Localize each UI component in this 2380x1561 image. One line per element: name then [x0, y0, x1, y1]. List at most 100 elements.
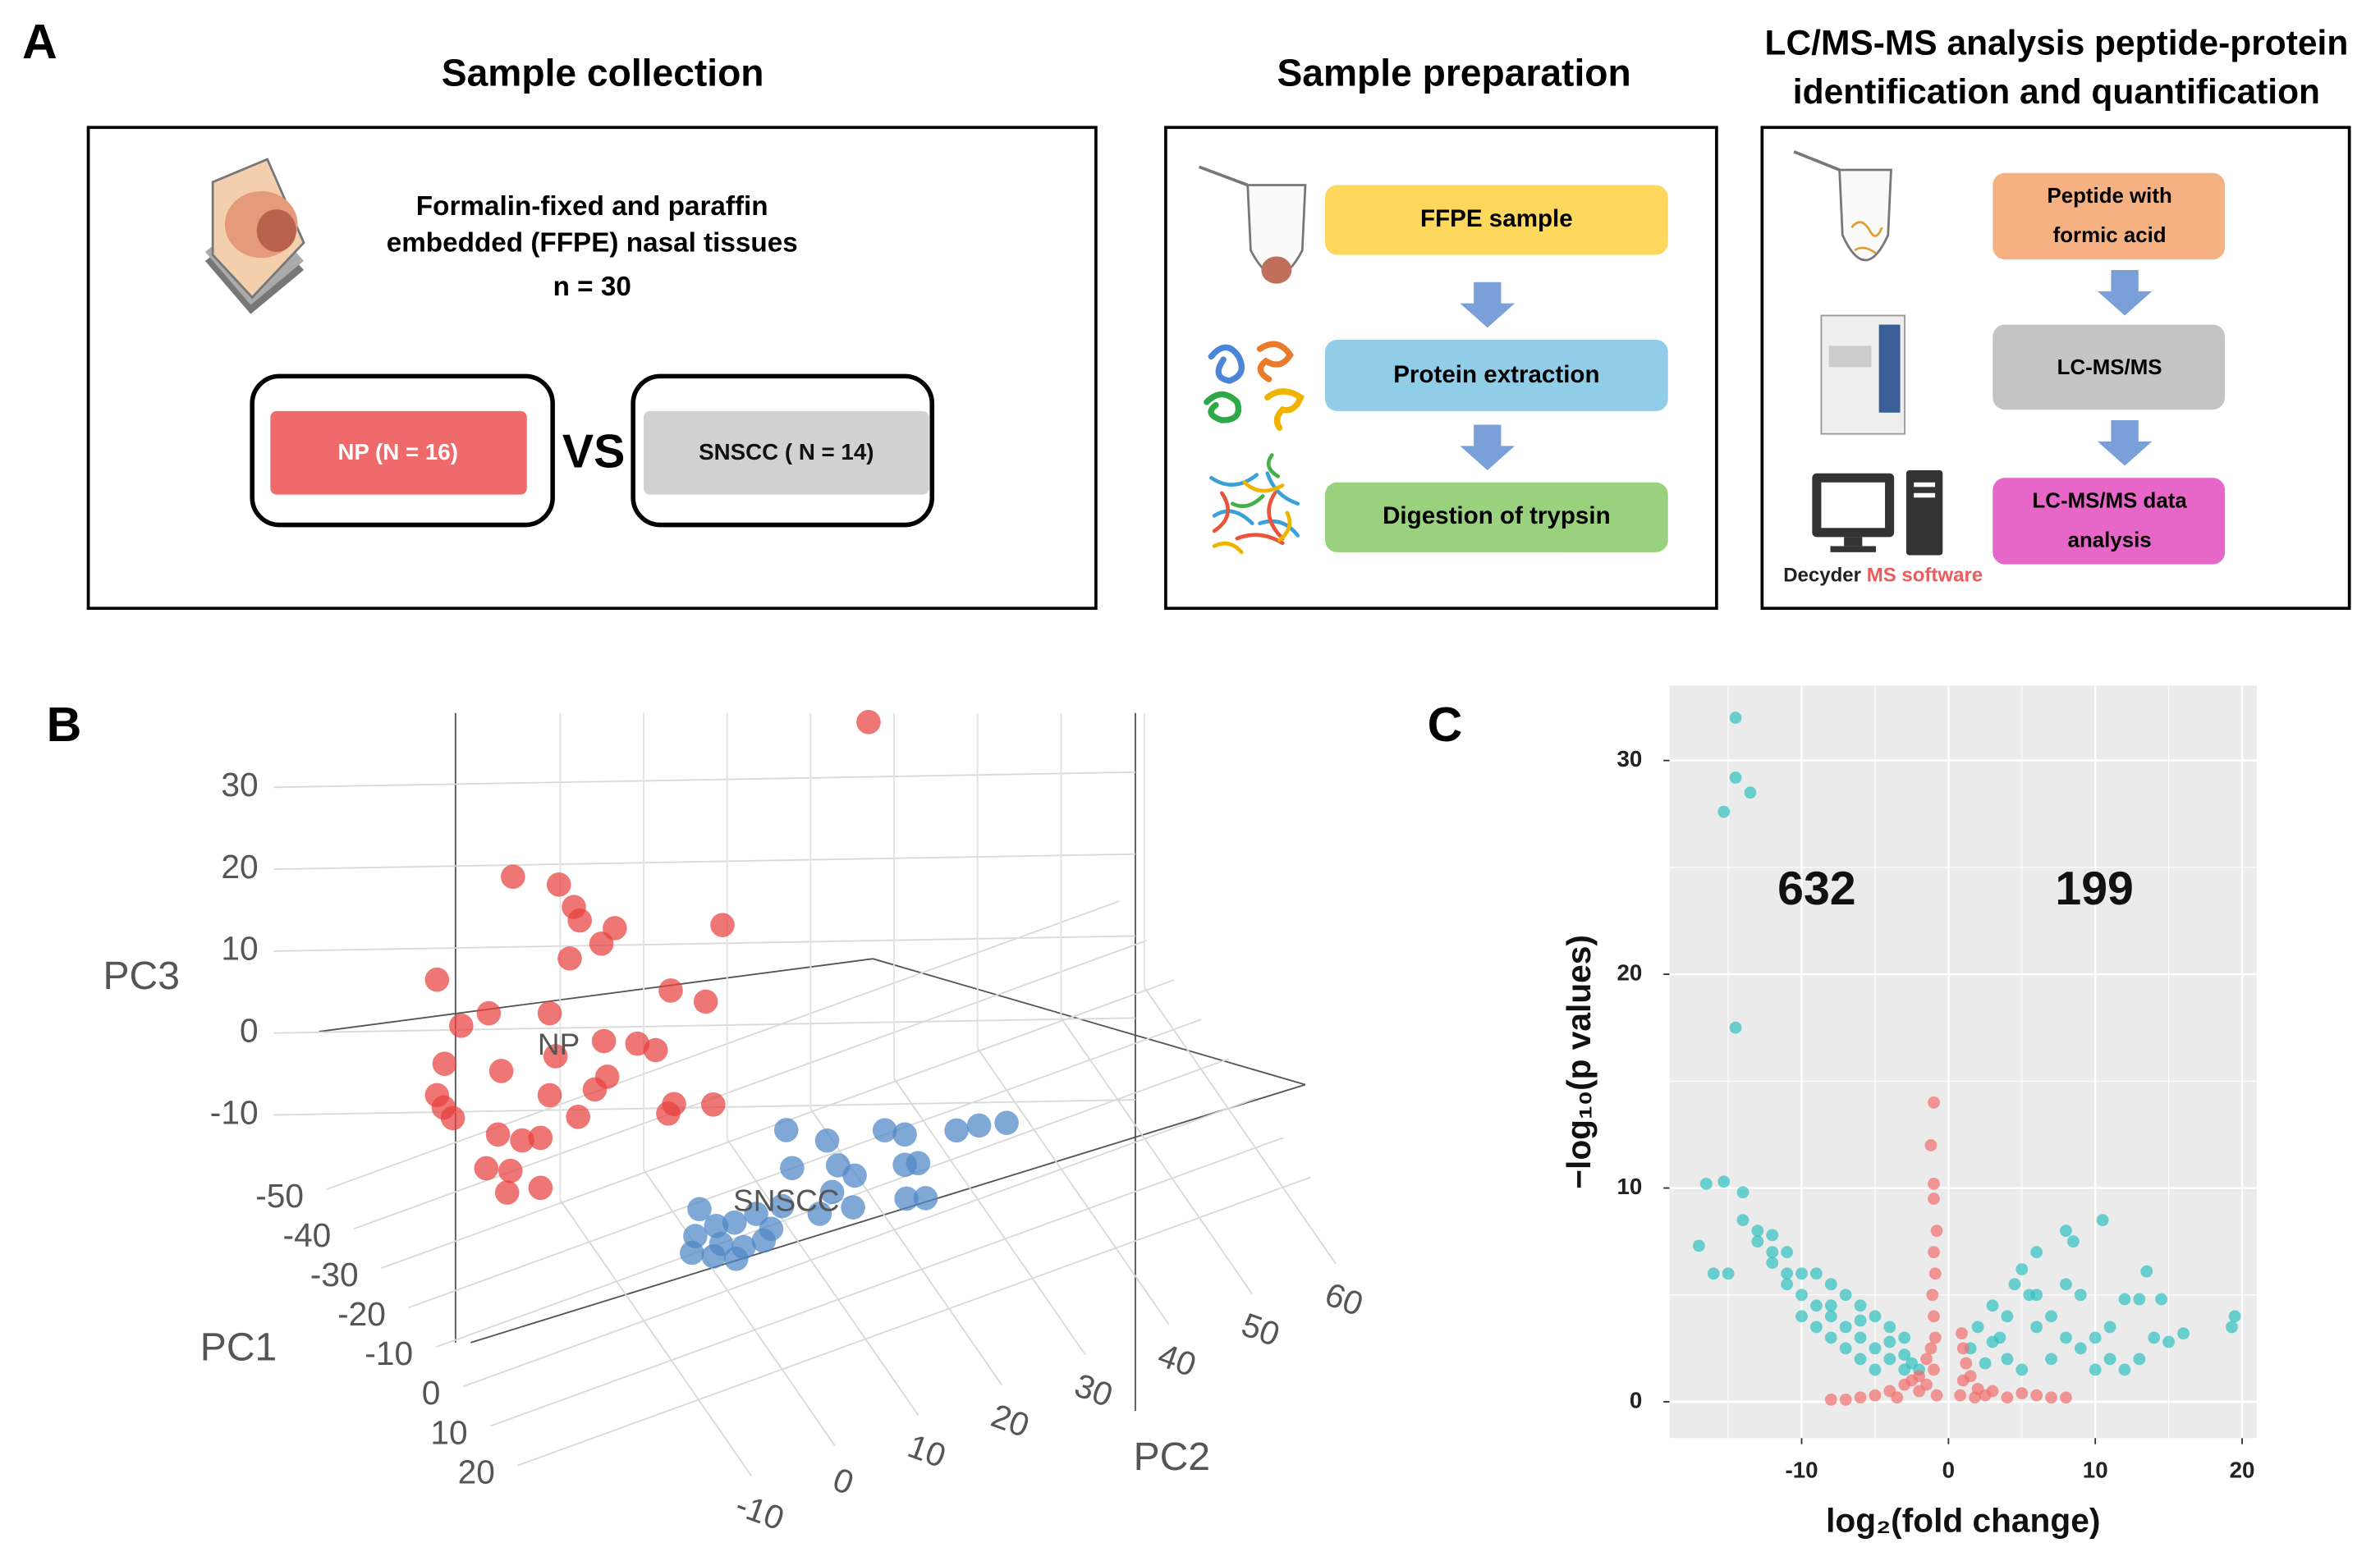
point: [1964, 1370, 1977, 1383]
series-label: NP: [538, 1028, 580, 1061]
y-tick-label: 30: [1616, 746, 1642, 771]
panel-label: B: [47, 697, 82, 752]
grid-line: [1144, 986, 1337, 1265]
point: [841, 1195, 865, 1220]
point: [1956, 1327, 1968, 1340]
point: [687, 1197, 712, 1222]
point: [1810, 1321, 1823, 1334]
point: [2118, 1363, 2131, 1376]
group-box: [270, 410, 527, 495]
grid-line: [976, 1047, 1170, 1325]
point: [1869, 1342, 1882, 1355]
z-tick-label: 0: [240, 1011, 259, 1049]
software-label: Decyder MS software: [1783, 565, 1983, 587]
point: [474, 1156, 499, 1181]
point: [1717, 805, 1731, 818]
point: [744, 1202, 768, 1226]
point: [1926, 1289, 1939, 1302]
point: [543, 1044, 568, 1069]
point: [1920, 1353, 1933, 1366]
grid-line: [726, 1138, 919, 1417]
group-label: SNSCC ( N = 14): [699, 439, 874, 465]
section-box: [1164, 126, 1718, 611]
point: [1986, 1335, 1999, 1348]
software-name: MS software: [1867, 565, 1983, 587]
tissue-icon: [204, 158, 305, 314]
versus: VS: [562, 426, 625, 478]
point: [537, 1000, 562, 1026]
point: [1930, 1389, 1943, 1402]
point: [1979, 1357, 1992, 1370]
point: [1928, 1331, 1942, 1344]
arrow: [2097, 420, 2153, 466]
point: [693, 989, 718, 1014]
point: [1854, 1314, 1867, 1327]
point: [1854, 1353, 1867, 1366]
point: [1736, 1186, 1749, 1199]
point: [894, 1186, 919, 1211]
point: [656, 1101, 681, 1126]
point: [2015, 1387, 2029, 1399]
step-label: LC-MS/MS: [2057, 356, 2162, 379]
point: [1986, 1385, 1999, 1398]
z-tick-label: -10: [210, 1093, 259, 1131]
point: [1736, 1214, 1749, 1227]
arrow: [1460, 282, 1516, 328]
point: [913, 1186, 938, 1211]
grid-line: [809, 1108, 1003, 1386]
point: [1924, 1139, 1937, 1151]
point: [1854, 1299, 1867, 1312]
point: [1898, 1331, 1911, 1344]
point: [1928, 1363, 1940, 1376]
step-box: [1325, 185, 1668, 255]
point: [643, 1037, 668, 1063]
section-title: LC/MS-MS analysis peptide-protein: [1765, 25, 2349, 63]
step-label: Protein extraction: [1393, 361, 1599, 388]
point: [1898, 1348, 1911, 1362]
step-label: formic acid: [2053, 224, 2167, 247]
point: [1869, 1363, 1882, 1376]
point: [944, 1118, 969, 1143]
grid-line: [273, 853, 1135, 871]
point: [966, 1113, 992, 1138]
point: [2060, 1278, 2072, 1291]
point: [485, 1122, 511, 1147]
plot-background: [1669, 685, 2257, 1439]
point: [1707, 1267, 1720, 1280]
point: [1795, 1310, 1808, 1323]
point: [1883, 1335, 1896, 1348]
point: [1839, 1394, 1852, 1406]
point: [814, 1128, 840, 1153]
point: [2015, 1263, 2029, 1275]
point: [1883, 1353, 1896, 1366]
point: [2030, 1321, 2043, 1334]
x-tick-label: 10: [430, 1413, 467, 1451]
point: [1729, 771, 1742, 784]
z-tick-label: 10: [221, 930, 258, 968]
point: [1854, 1331, 1867, 1344]
point: [856, 710, 881, 735]
y-tick-label: -10: [731, 1485, 789, 1537]
step-label: Peptide with: [2047, 185, 2171, 208]
point: [1928, 1192, 1940, 1205]
point: [2103, 1321, 2116, 1334]
point: [2074, 1342, 2087, 1355]
grid-line: [353, 940, 1148, 1230]
step-label: analysis: [2068, 529, 2152, 552]
point: [680, 1240, 704, 1266]
point: [1766, 1246, 1779, 1259]
point: [2089, 1363, 2102, 1376]
point: [2045, 1353, 2057, 1366]
point: [2177, 1327, 2190, 1340]
pca-frame: [319, 712, 1306, 1412]
grid-line: [462, 1097, 1257, 1388]
point: [2060, 1391, 2072, 1404]
point: [2118, 1293, 2131, 1306]
x-tick-label: -40: [283, 1216, 332, 1254]
y-tick-label: 10: [1616, 1174, 1642, 1199]
x-tick-label: 20: [2230, 1457, 2255, 1482]
y-tick-label: 10: [903, 1426, 951, 1475]
volcano-plot: -10 0 10 20 0 10 20 30 632 199 log₂(fold change) −l…: [1560, 685, 2257, 1540]
